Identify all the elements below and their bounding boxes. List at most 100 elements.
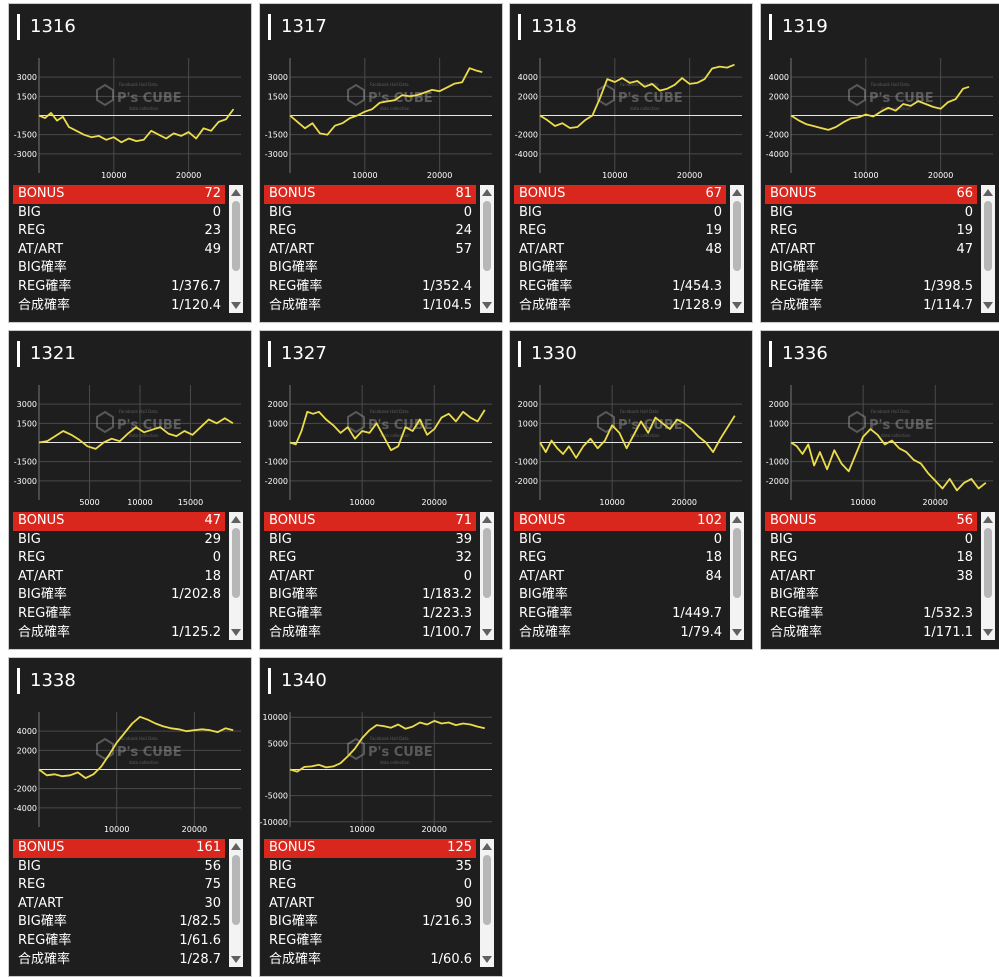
scroll-down-arrow-icon[interactable]	[482, 956, 492, 963]
scrollbar-thumb[interactable]	[232, 528, 240, 598]
stat-value: 161	[129, 839, 225, 858]
scrollbar-thumb[interactable]	[733, 201, 741, 271]
stat-label: REG	[269, 223, 297, 239]
scroll-down-arrow-icon[interactable]	[482, 629, 492, 636]
y-tick-label: -2000	[515, 477, 538, 486]
payout-line	[790, 428, 987, 492]
stat-row-total-rate: 合成確率 1/120.4	[13, 297, 225, 315]
stats-scrollbar[interactable]	[229, 185, 243, 313]
scroll-up-arrow-icon[interactable]	[983, 189, 993, 196]
scroll-down-arrow-icon[interactable]	[983, 629, 993, 636]
scrollbar-thumb[interactable]	[232, 855, 240, 925]
stat-row-bonus: BONUS 102	[514, 512, 726, 531]
scrollbar-thumb[interactable]	[984, 201, 992, 271]
stat-row-reg: REG 0	[13, 549, 225, 568]
stats-scrollbar[interactable]	[229, 839, 243, 967]
machine-card[interactable]: 1321 5000 10000 15000 3000 1500 -1500 -3000 P's …	[8, 330, 252, 650]
scroll-down-arrow-icon[interactable]	[732, 302, 742, 309]
scrollbar-thumb[interactable]	[232, 201, 240, 271]
stats-scrollbar[interactable]	[480, 839, 494, 967]
machine-card[interactable]: 1316 10000 20000 3000 1500 -1500 -3000 P's CUBE…	[8, 3, 252, 323]
scroll-down-arrow-icon[interactable]	[231, 629, 241, 636]
stats-panel[interactable]: BONUS 161 BIG 56 REG 75 AT/ART 30 BIG確率 1/82.5 REG…	[13, 839, 243, 969]
stats-panel[interactable]: BONUS 56 BIG 0 REG 18 AT/ART 38 BIG確率 REG確率 1/532.…	[765, 512, 995, 642]
stats-panel[interactable]: BONUS 71 BIG 39 REG 32 AT/ART 0 BIG確率 1/183.2 REG確…	[264, 512, 494, 642]
stat-label: BIG	[18, 531, 41, 547]
machine-number: 1327	[268, 341, 327, 367]
y-tick-label: -2000	[515, 131, 538, 140]
stat-label: 合成確率	[519, 297, 572, 313]
stats-scrollbar[interactable]	[981, 185, 995, 313]
scroll-up-arrow-icon[interactable]	[231, 189, 241, 196]
scroll-down-arrow-icon[interactable]	[732, 629, 742, 636]
scroll-up-arrow-icon[interactable]	[482, 516, 492, 523]
stats-panel[interactable]: BONUS 66 BIG 0 REG 19 AT/ART 47 BIG確率 REG確率 1/398.…	[765, 185, 995, 315]
machine-card[interactable]: 1330 10000 20000 2000 1000 -1000 -2000 P's CUBE…	[509, 330, 753, 650]
watermark-sub: data collection	[129, 106, 159, 111]
stat-row-reg-rate: REG確率 1/449.7	[514, 605, 726, 624]
machine-card[interactable]: 1318 10000 20000 4000 2000 -2000 -4000 P's CUBE…	[509, 3, 753, 323]
stats-scrollbar[interactable]	[480, 512, 494, 640]
stat-row-bonus: BONUS 72	[13, 185, 225, 204]
stat-row-reg-rate: REG確率	[13, 605, 225, 624]
stat-row-reg: REG 75	[13, 876, 225, 895]
y-tick-label: -4000	[515, 150, 538, 159]
machine-number: 1316	[17, 14, 76, 40]
payout-chart: 10000 20000 4000 2000 -2000 -4000 P's CUBE Face…	[515, 58, 742, 180]
stats-panel[interactable]: BONUS 67 BIG 0 REG 19 AT/ART 48 BIG確率 REG確率 1/454.…	[514, 185, 744, 315]
scroll-up-arrow-icon[interactable]	[732, 189, 742, 196]
stat-row-big: BIG 0	[13, 204, 225, 223]
stat-row-big-rate: BIG確率	[514, 586, 726, 605]
stat-value	[122, 605, 225, 624]
cube-logo-icon	[96, 83, 114, 107]
stat-value: 125	[373, 839, 476, 858]
stat-value	[373, 932, 476, 951]
scroll-down-arrow-icon[interactable]	[231, 956, 241, 963]
scrollbar-thumb[interactable]	[483, 528, 491, 598]
scrollbar-thumb[interactable]	[483, 201, 491, 271]
stats-scrollbar[interactable]	[730, 185, 744, 313]
scrollbar-thumb[interactable]	[483, 855, 491, 925]
stats-panel[interactable]: BONUS 102 BIG 0 REG 18 AT/ART 84 BIG確率 REG確率 1/449…	[514, 512, 744, 642]
stats-scrollbar[interactable]	[730, 512, 744, 640]
stat-label: REG確率	[18, 932, 72, 948]
watermark-tagline: Facebook Hall Data	[119, 409, 158, 414]
x-tick-label: 20000	[422, 498, 447, 507]
machine-card[interactable]: 1327 10000 20000 2000 1000 -1000 -2000 P's CUBE…	[259, 330, 503, 650]
stats-panel[interactable]: BONUS 47 BIG 29 REG 0 AT/ART 18 BIG確率 1/202.8 REG確…	[13, 512, 243, 642]
stat-label: BIG	[519, 204, 542, 220]
watermark-logo: P's CUBE Facebook Hall Data data collectio…	[347, 736, 433, 765]
stat-label: BONUS	[514, 185, 624, 204]
scroll-up-arrow-icon[interactable]	[231, 843, 241, 850]
machine-card[interactable]: 1317 10000 20000 3000 1500 -1500 -3000 P's CUBE…	[259, 3, 503, 323]
stats-panel[interactable]: BONUS 125 BIG 35 REG 0 AT/ART 90 BIG確率 1/216.3 REG…	[264, 839, 494, 969]
machine-card[interactable]: 1338 10000 20000 4000 2000 -2000 -4000 P's CUBE…	[8, 657, 252, 977]
stat-label: BONUS	[264, 185, 374, 204]
stat-label: 合成確率	[770, 297, 823, 313]
y-tick-label: -5000	[265, 792, 288, 801]
stat-label: 合成確率	[770, 624, 823, 640]
stat-label: BONUS	[514, 512, 624, 531]
scroll-down-arrow-icon[interactable]	[231, 302, 241, 309]
machine-card[interactable]: 1319 10000 20000 4000 2000 -2000 -4000 P's CUBE…	[760, 3, 999, 323]
scroll-up-arrow-icon[interactable]	[482, 189, 492, 196]
scroll-down-arrow-icon[interactable]	[983, 302, 993, 309]
scroll-up-arrow-icon[interactable]	[983, 516, 993, 523]
scroll-down-arrow-icon[interactable]	[482, 302, 492, 309]
scroll-up-arrow-icon[interactable]	[482, 843, 492, 850]
stats-panel[interactable]: BONUS 72 BIG 0 REG 23 AT/ART 49 BIG確率 REG確率 1/376.…	[13, 185, 243, 315]
stats-scrollbar[interactable]	[480, 185, 494, 313]
scroll-up-arrow-icon[interactable]	[231, 516, 241, 523]
scrollbar-thumb[interactable]	[733, 528, 741, 598]
watermark-logo: P's CUBE Facebook Hall Data data collectio…	[96, 736, 182, 765]
machine-card[interactable]: 1336 10000 20000 2000 1000 -1000 -2000 P's CUBE…	[760, 330, 999, 650]
x-tick-label: 10000	[599, 498, 624, 507]
stats-scrollbar[interactable]	[981, 512, 995, 640]
scrollbar-thumb[interactable]	[984, 528, 992, 598]
x-tick-label: 20000	[672, 498, 697, 507]
stats-panel[interactable]: BONUS 81 BIG 0 REG 24 AT/ART 57 BIG確率 REG確率 1/352.…	[264, 185, 494, 315]
machine-card[interactable]: 1340 10000 20000 10000 5000 -5000 -10000 P's CU…	[259, 657, 503, 977]
scroll-up-arrow-icon[interactable]	[732, 516, 742, 523]
stats-scrollbar[interactable]	[229, 512, 243, 640]
